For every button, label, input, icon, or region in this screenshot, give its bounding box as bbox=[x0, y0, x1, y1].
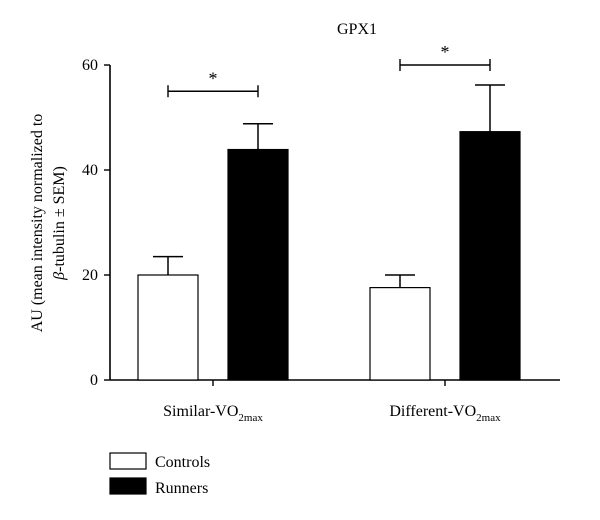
y-axis-label: AU (mean intensity normalized to β-tubul… bbox=[29, 114, 68, 333]
legend: Controls Runners bbox=[109, 452, 210, 497]
x-tick-label: Similar-VO2max bbox=[163, 403, 263, 424]
y-axis-label-line1: AU (mean intensity normalized to bbox=[29, 114, 46, 333]
svg-text:β-tubulin ± SEM): β-tubulin ± SEM) bbox=[51, 166, 68, 281]
y-axis-label-beta: β bbox=[51, 272, 68, 281]
legend-swatch-controls bbox=[109, 452, 147, 470]
y-tick-label: 40 bbox=[82, 162, 98, 179]
significance-star: * bbox=[441, 42, 450, 62]
x-tick-label: Different-VO2max bbox=[389, 403, 501, 424]
legend-label-runners: Runners bbox=[155, 480, 208, 497]
y-tick-label: 20 bbox=[82, 267, 98, 284]
y-tick-label: 0 bbox=[90, 372, 98, 389]
bar-controls-0 bbox=[137, 274, 199, 381]
legend-swatch-runners bbox=[109, 477, 147, 495]
bar-runners-0 bbox=[227, 148, 289, 381]
legend-label-controls: Controls bbox=[155, 454, 210, 471]
y-axis-label-line2: -tubulin ± SEM) bbox=[51, 166, 68, 272]
bar-runners-1 bbox=[459, 131, 521, 381]
y-tick-label: 60 bbox=[82, 57, 98, 74]
significance-star: * bbox=[209, 68, 218, 88]
chart-title: GPX1 bbox=[337, 21, 377, 38]
svg-text:AU (mean intensity normalized: AU (mean intensity normalized to bbox=[29, 114, 46, 333]
bar-controls-1 bbox=[369, 287, 431, 381]
